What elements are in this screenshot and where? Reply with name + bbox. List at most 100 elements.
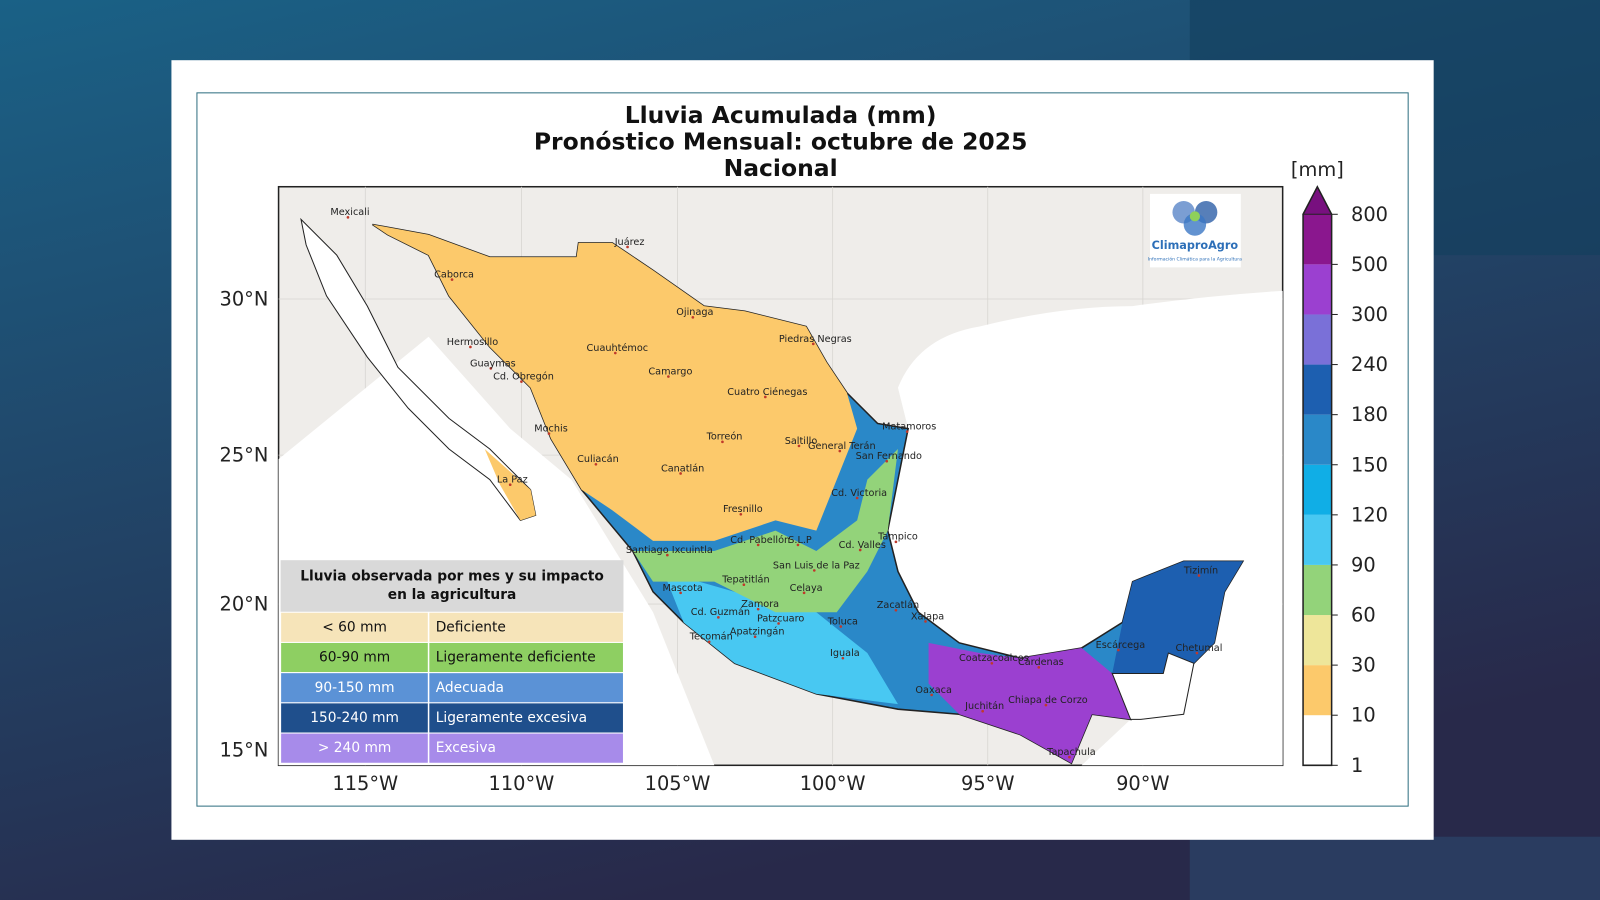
city-label: Santiago Ixcuintla xyxy=(626,545,713,556)
city-label: Celaya xyxy=(790,583,823,594)
city-label: La Paz xyxy=(497,475,528,486)
logo-shape xyxy=(1189,211,1200,222)
city-marker xyxy=(489,367,493,370)
city-marker xyxy=(777,622,780,625)
city-marker xyxy=(1197,574,1201,577)
legend-header xyxy=(280,560,624,613)
title-line: Lluvia Acumulada (mm) xyxy=(625,101,937,129)
city-marker xyxy=(796,543,800,547)
city-label: Canatlán xyxy=(661,462,704,474)
colorbar-segment xyxy=(1303,715,1332,766)
rain-zone xyxy=(928,642,1131,764)
city-marker xyxy=(858,548,862,552)
city-marker xyxy=(1195,651,1199,655)
city-label: Xalapa xyxy=(911,611,944,622)
lon-label: 105°W xyxy=(645,772,711,795)
city-label: Tizimín xyxy=(1183,564,1218,576)
legend-row xyxy=(280,702,624,734)
city-marker xyxy=(905,430,909,433)
city-label: Zacatlán xyxy=(877,599,919,611)
colorbar-segment xyxy=(1303,314,1332,365)
city-marker xyxy=(894,540,898,544)
city-marker xyxy=(797,444,801,448)
city-label: San Luis de la Paz xyxy=(773,560,860,571)
city-label: Toluca xyxy=(827,616,858,627)
city-marker xyxy=(839,625,843,628)
colorbar-tick-label: 30 xyxy=(1351,654,1376,677)
logo-shape xyxy=(1183,213,1207,236)
city-label: Mascota xyxy=(662,583,702,594)
city-label: Cd. Victoria xyxy=(831,488,887,499)
city-marker xyxy=(838,449,842,453)
colorbar-tick-label: 150 xyxy=(1351,453,1388,476)
city-marker xyxy=(1037,666,1041,669)
lon-label: 95°W xyxy=(961,772,1015,795)
legend-label: Excesiva xyxy=(436,740,496,756)
city-marker xyxy=(763,395,767,399)
city-label: Guaymas xyxy=(470,358,516,369)
logo: ClimaproAgro Información Climática para … xyxy=(1148,193,1242,268)
city-label: Torreón xyxy=(706,431,743,443)
city-marker xyxy=(626,245,629,249)
logo-name: ClimaproAgro xyxy=(1152,239,1239,252)
city-label: Culiacán xyxy=(577,453,619,465)
colorbar-tick-label: 180 xyxy=(1351,403,1388,426)
legend-range: 90-150 mm xyxy=(315,680,395,696)
city-label: Tepatitlán xyxy=(721,574,769,586)
city-marker xyxy=(756,607,760,611)
city-marker xyxy=(613,351,617,355)
city-label: Tampico xyxy=(877,532,918,543)
city-marker xyxy=(742,583,746,587)
city-label: Piedras Negras xyxy=(779,334,852,345)
city-marker xyxy=(930,693,933,697)
legend-row xyxy=(280,611,624,643)
gulf-of-mexico xyxy=(887,290,1283,766)
city-label: Hermosillo xyxy=(447,337,499,348)
city-label: Cuatro Ciénegas xyxy=(727,386,807,398)
city-marker xyxy=(990,661,994,665)
city-marker xyxy=(802,591,806,595)
colorbar-segment xyxy=(1303,214,1332,265)
city-labels: Mexicali Juárez Caborca Ojinaga Piedras Negr… xyxy=(330,207,1222,759)
city-marker xyxy=(739,512,743,516)
city-marker xyxy=(1044,703,1048,707)
longitude-labels: 115°W 110°W 105°W 100°W 95°W 90°W xyxy=(332,772,1169,795)
colorbar-outline xyxy=(1302,185,1333,767)
city-label: Chiapa de Corzo xyxy=(1008,695,1088,706)
city-label: Coatzacoalcos xyxy=(959,653,1029,664)
city-label: Cd. Pabellón xyxy=(730,534,790,546)
city-marker xyxy=(894,608,898,612)
colorbar-segment xyxy=(1303,464,1332,515)
city-label: Caborca xyxy=(434,269,474,280)
legend-range: 150-240 mm xyxy=(310,710,399,726)
city-marker xyxy=(469,345,472,349)
city-label: Escárcega xyxy=(1096,639,1146,651)
colorbar-segment xyxy=(1303,364,1332,415)
title-line: Nacional xyxy=(724,154,838,182)
city-marker xyxy=(717,616,720,619)
city-label: Mochis xyxy=(534,424,568,435)
city-label: Oaxaca xyxy=(915,685,952,696)
colorbar: 1 10 30 60 90 120 150 180 240 300 500 800 xyxy=(1302,185,1388,777)
city-marker xyxy=(707,640,711,644)
city-label: Juárez xyxy=(614,236,645,248)
legend-row xyxy=(280,732,624,764)
city-label: Cd. Obregón xyxy=(493,371,554,383)
legend-label: Ligeramente excesiva xyxy=(436,710,587,726)
map: Mexicali Juárez Caborca Ojinaga Piedras Negr… xyxy=(277,185,1284,767)
city-marker xyxy=(594,462,598,466)
city-marker xyxy=(1068,755,1071,759)
colorbar-segment xyxy=(1303,665,1332,716)
colorbar-tick-label: 1 xyxy=(1351,754,1363,777)
legend-row xyxy=(280,672,624,704)
lon-label: 115°W xyxy=(332,772,398,795)
city-label: Cuauhtémoc xyxy=(587,342,649,354)
city-marker xyxy=(924,620,927,623)
city-marker xyxy=(679,472,682,475)
city-label: Tapachula xyxy=(1046,747,1096,758)
colorbar-segment xyxy=(1303,264,1332,315)
city-marker xyxy=(1117,648,1120,652)
city-label: Cd. Guzmán xyxy=(691,606,750,618)
